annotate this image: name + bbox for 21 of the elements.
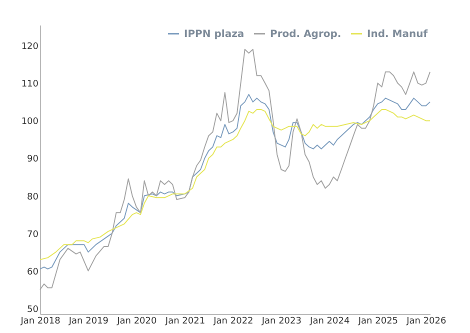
x-tick-label: Jan 2026 [406,316,446,326]
y-tick-label: 60 [27,267,39,278]
y-tick-label: 90 [27,154,39,165]
y-tick-label: 70 [27,230,39,240]
y-tick-label: 110 [21,80,39,90]
legend-label: Prod. Agrop. [270,28,342,40]
x-tick-label: Jan 2024 [309,316,350,326]
x-tick-label: Jan 2023 [260,316,302,326]
x-tick-label: Jan 2020 [116,316,158,326]
x-tick-label: Jan 2021 [164,316,206,326]
y-tick-label: 80 [27,192,39,202]
line-series [40,48,430,290]
x-tick-label: Jan 2018 [20,316,61,326]
x-tick-label: Jan 2019 [68,316,109,326]
x-tick-label: Jan 2025 [357,316,398,326]
y-tick-label: 100 [21,117,39,128]
x-tick-label: Jan 2022 [212,316,254,326]
y-tick-label: 50 [27,304,39,315]
legend-label: Ind. Manuf [367,28,428,40]
legend-label: IPPN plaza [184,28,244,40]
y-tick-label: 120 [21,42,39,52]
